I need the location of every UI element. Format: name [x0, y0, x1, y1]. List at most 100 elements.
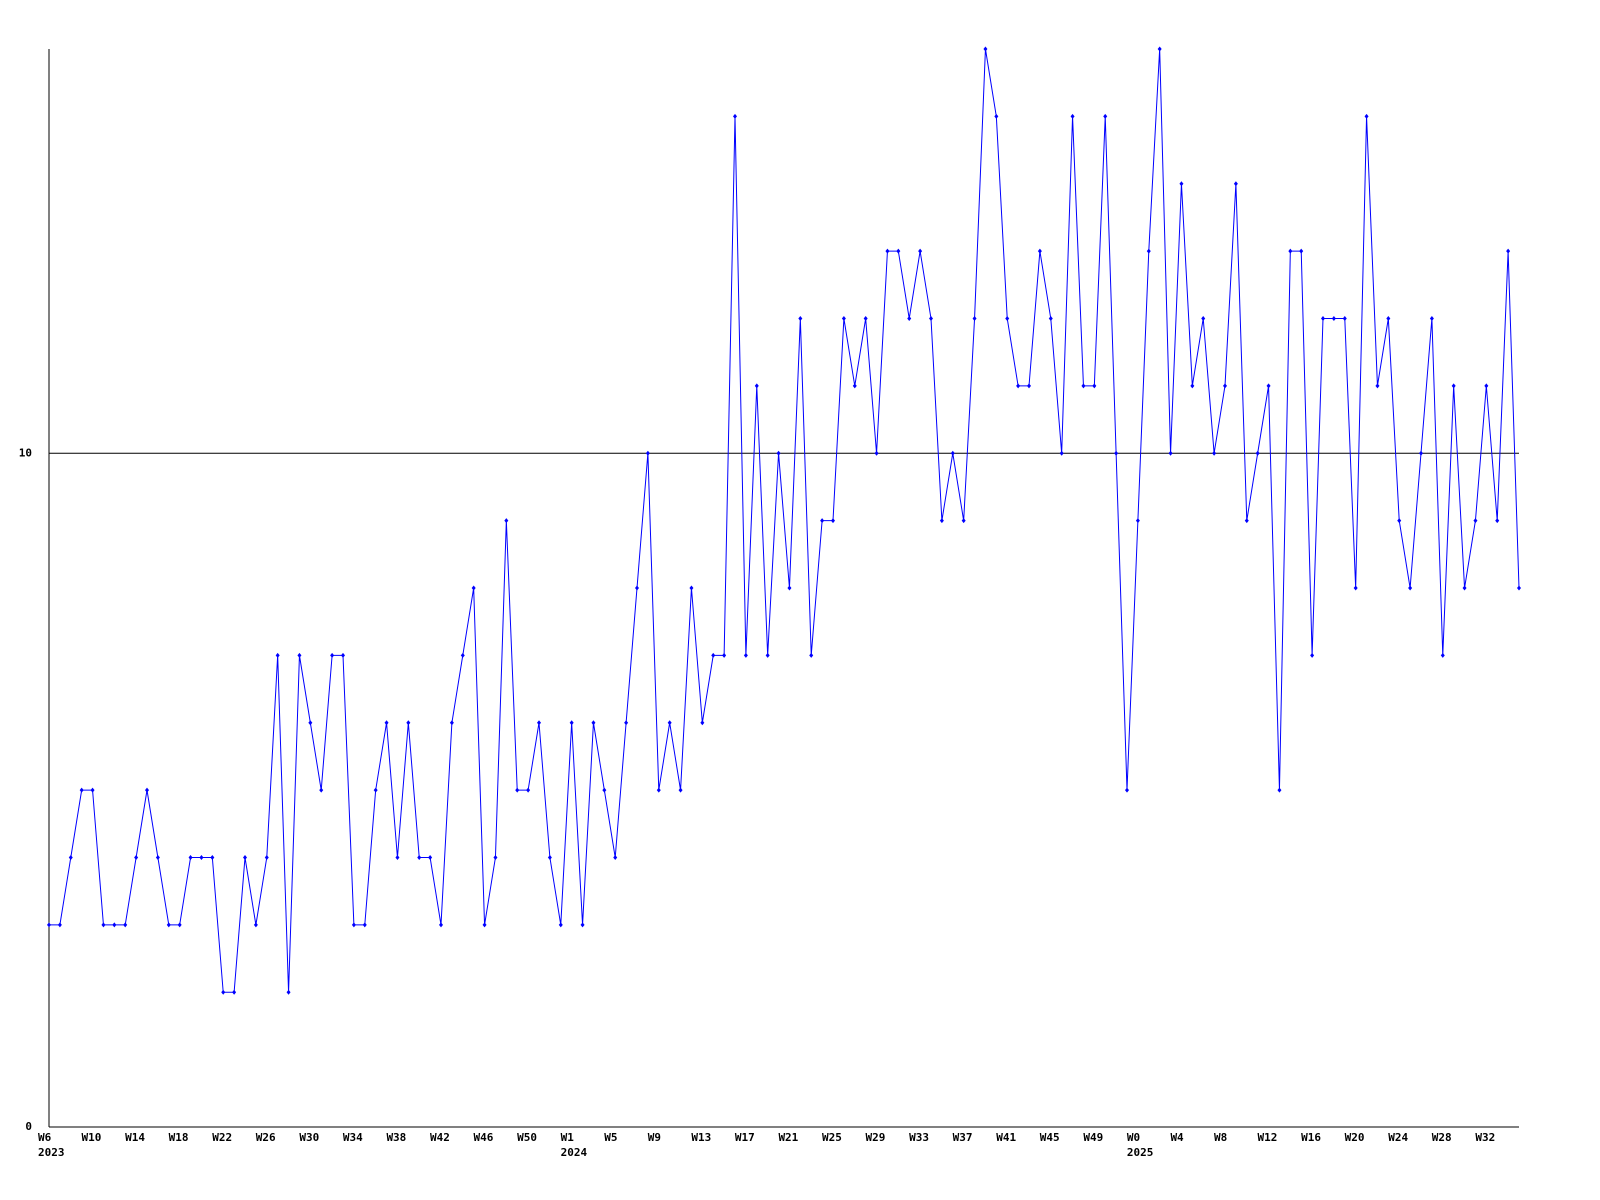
data-point: [1506, 248, 1511, 254]
x-tick-label: W25: [822, 1131, 842, 1144]
x-tick-label: W49: [1083, 1131, 1103, 1144]
x-tick-label: W33: [909, 1131, 929, 1144]
data-point: [308, 720, 313, 726]
data-point: [199, 855, 204, 860]
data-point: [351, 922, 356, 928]
x-tick-label: W16: [1301, 1131, 1321, 1144]
data-point: [1081, 383, 1086, 389]
data-point: [1114, 450, 1119, 456]
data-point: [68, 855, 73, 860]
y-tick-label: 0: [25, 1120, 32, 1133]
data-point: [471, 585, 476, 591]
data-point: [221, 989, 226, 995]
x-tick-label: W46: [474, 1131, 494, 1144]
data-point: [1440, 652, 1445, 658]
data-point: [123, 922, 128, 928]
x-tick-label: W6: [38, 1131, 52, 1144]
data-point: [395, 855, 400, 860]
data-point: [406, 720, 411, 726]
data-point: [1266, 383, 1271, 389]
data-point: [1473, 518, 1478, 524]
x-tick-label: W1: [561, 1131, 575, 1144]
data-point: [449, 720, 454, 726]
data-point: [689, 585, 694, 591]
data-point: [1168, 450, 1173, 456]
data-point: [624, 720, 629, 726]
data-point: [776, 450, 781, 456]
data-point: [1179, 181, 1184, 187]
data-point: [460, 652, 465, 658]
x-tick-label: W29: [866, 1131, 886, 1144]
data-point: [852, 383, 857, 389]
data-point: [645, 450, 650, 456]
y-tick-label: 10: [19, 446, 32, 459]
data-point: [79, 787, 84, 793]
x-tick-label: W12: [1258, 1131, 1278, 1144]
data-point: [1233, 181, 1238, 187]
x-tick-label: W4: [1170, 1131, 1184, 1144]
data-point: [994, 113, 999, 119]
data-point: [1027, 383, 1031, 389]
data-point: [1375, 383, 1380, 389]
data-point: [711, 652, 716, 658]
data-point: [47, 922, 51, 928]
data-point: [1321, 316, 1325, 321]
data-point: [1146, 248, 1151, 254]
data-point: [515, 787, 520, 793]
data-point: [820, 518, 825, 524]
data-point: [232, 989, 237, 995]
x-tick-label: W0: [1127, 1131, 1140, 1144]
data-line: [49, 48, 1520, 993]
data-point: [57, 922, 62, 928]
x-tick-label: W20: [1345, 1131, 1365, 1144]
data-point: [166, 922, 171, 928]
x-tick-label: W37: [953, 1131, 973, 1144]
data-point: [1451, 383, 1456, 389]
data-point: [428, 855, 433, 860]
data-point: [1484, 383, 1489, 389]
data-point: [918, 248, 923, 254]
x-tick-label: W34: [343, 1131, 363, 1144]
data-point: [384, 720, 389, 726]
data-point: [1310, 652, 1315, 658]
data-point: [667, 720, 672, 726]
data-point: [1125, 787, 1129, 793]
x-year-label: 2025: [1127, 1146, 1154, 1159]
x-tick-label: W13: [691, 1131, 711, 1144]
data-point: [602, 787, 607, 793]
data-point: [1037, 248, 1042, 254]
data-point: [1429, 316, 1434, 321]
data-point: [1462, 585, 1467, 591]
data-point: [373, 787, 378, 793]
data-point: [134, 855, 139, 860]
x-tick-label: W22: [212, 1131, 232, 1144]
data-point: [493, 855, 498, 860]
data-point: [1048, 316, 1053, 321]
data-point: [907, 316, 912, 321]
data-point: [101, 922, 106, 928]
data-point: [112, 922, 117, 928]
data-point: [831, 518, 835, 524]
data-point: [1016, 383, 1021, 389]
data-point: [733, 113, 737, 119]
data-point: [417, 855, 422, 860]
data-point: [787, 585, 792, 591]
data-point: [1299, 248, 1304, 254]
x-year-label: 2024: [561, 1146, 588, 1159]
data-point: [1255, 450, 1260, 456]
data-point: [678, 787, 683, 793]
data-point: [1244, 518, 1249, 524]
x-tick-label: W21: [778, 1131, 798, 1144]
data-point: [1005, 316, 1010, 321]
data-point: [1277, 787, 1282, 793]
data-point: [145, 787, 149, 793]
x-tick-label: W50: [517, 1131, 537, 1144]
x-year-label: 2023: [38, 1146, 65, 1159]
data-point: [1386, 316, 1391, 321]
data-point: [961, 518, 966, 524]
x-tick-label: W24: [1388, 1131, 1408, 1144]
data-point: [210, 855, 215, 860]
data-point: [1495, 518, 1500, 524]
